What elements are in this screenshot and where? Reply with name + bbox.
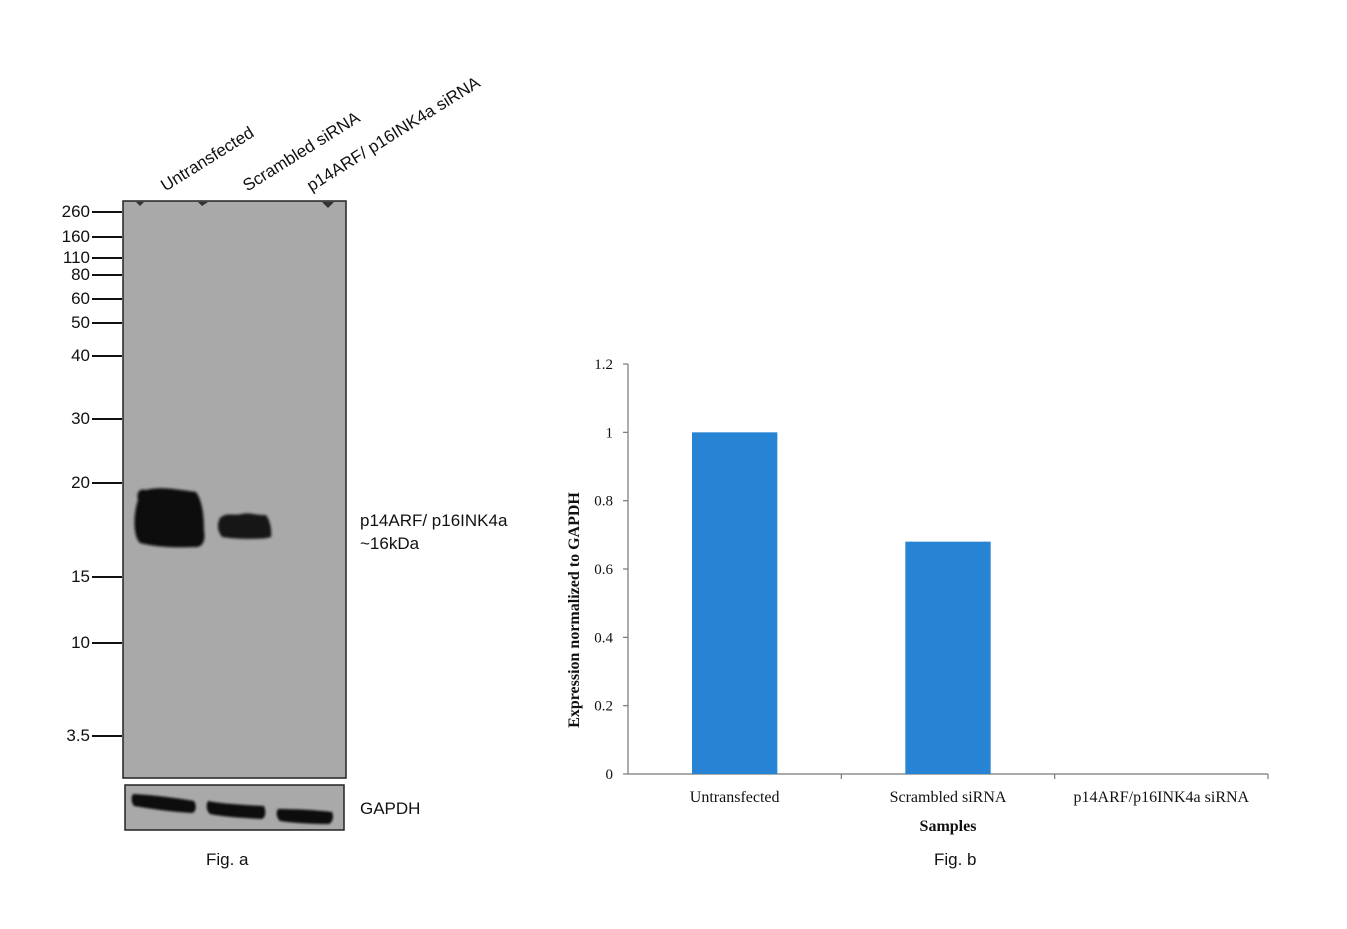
mw-tick-40	[92, 355, 122, 357]
mw-tick-20	[92, 482, 122, 484]
blot-membrane	[122, 200, 347, 779]
y-tick-label: 0.4	[594, 630, 613, 646]
mw-tick-50	[92, 322, 122, 324]
y-tick-label: 1.2	[594, 357, 613, 373]
mw-tick-30	[92, 418, 122, 420]
mw-label-80: 80	[71, 265, 90, 284]
mw-label-160: 160	[61, 227, 90, 246]
gapdh-label: GAPDH	[360, 799, 421, 818]
gapdh-band-lane3	[276, 809, 333, 824]
mw-label-50: 50	[71, 313, 90, 332]
x-category-label: p14ARF/p16INK4a siRNA	[1074, 789, 1250, 806]
mw-label-15: 15	[71, 567, 90, 586]
y-tick-label: 1	[606, 425, 614, 441]
fig-b-caption: Fig. b	[934, 850, 977, 869]
bar-2	[905, 541, 991, 774]
x-category-label: Scrambled siRNA	[890, 789, 1007, 806]
mw-tick-3-5	[92, 735, 122, 737]
gapdh-band-lane1	[131, 794, 196, 813]
mw-tick-260	[92, 211, 122, 213]
chart-bars	[692, 432, 991, 774]
band-untransfected	[134, 488, 205, 548]
mw-tick-110	[92, 257, 122, 259]
mw-label-30: 30	[71, 409, 90, 428]
gapdh-band-lane2	[206, 801, 266, 819]
mw-label-3-5: 3.5	[66, 726, 90, 745]
fig-a-caption: Fig. a	[206, 850, 249, 869]
gapdh-blot	[124, 784, 345, 831]
x-axis-title: Samples	[920, 818, 977, 835]
bar-chart: Expression normalized to GAPDH Samples 0…	[566, 357, 1269, 835]
y-tick-label: 0	[606, 767, 614, 783]
y-tick-label: 0.8	[594, 494, 613, 510]
mw-label-40: 40	[71, 346, 90, 365]
mw-label-20: 20	[71, 473, 90, 492]
mw-label-260: 260	[61, 202, 90, 221]
mw-tick-80	[92, 274, 122, 276]
mw-label-60: 60	[71, 289, 90, 308]
y-tick-label: 0.6	[594, 562, 613, 578]
mw-tick-60	[92, 298, 122, 300]
mw-tick-10	[92, 642, 122, 644]
y-tick-label: 0.2	[594, 699, 613, 715]
mw-tick-160	[92, 236, 122, 238]
chart-axes: 0 0.2 0.4 0.6 0.8 1 1.2 Untransfected Scrambled …	[594, 357, 1269, 806]
band-label-size: ~16kDa	[360, 534, 420, 553]
band-scrambled	[217, 513, 272, 539]
band-label-target: p14ARF/ p16INK4a	[360, 511, 508, 530]
mw-label-10: 10	[71, 633, 90, 652]
x-category-label: Untransfected	[690, 789, 780, 806]
y-axis-title: Expression normalized to GAPDH	[566, 492, 583, 728]
mw-tick-15	[92, 576, 122, 578]
bar-1	[692, 432, 778, 774]
mw-label-110: 110	[62, 248, 90, 267]
